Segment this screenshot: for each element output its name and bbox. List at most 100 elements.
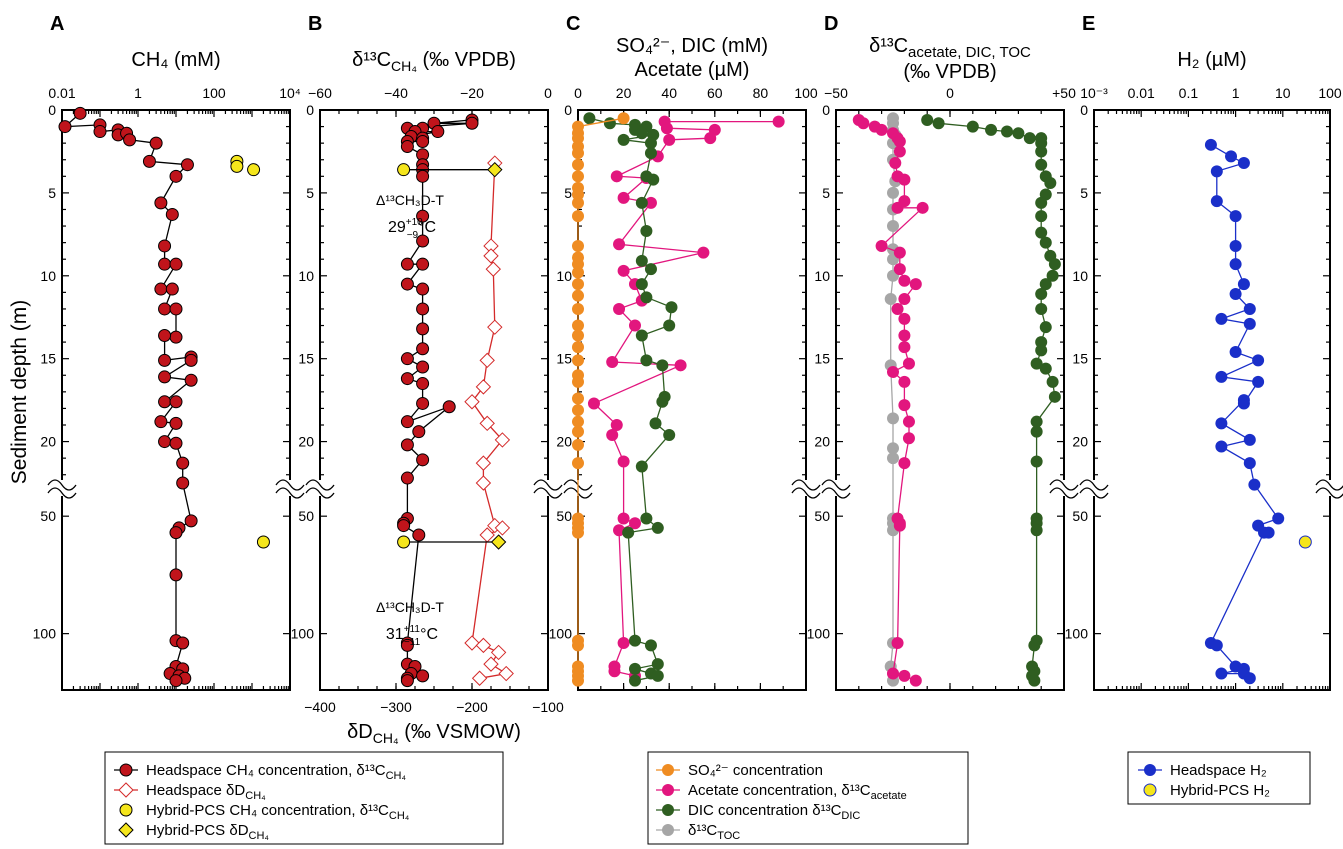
depth-tick-label: 50 bbox=[298, 508, 314, 524]
d13c-acetate-point bbox=[889, 157, 902, 170]
bottom-axis-title: δDCH₄ (‰ VSMOW) bbox=[347, 721, 521, 746]
d13c-dic-point bbox=[1035, 336, 1048, 349]
legend-subscript: acetate bbox=[871, 790, 907, 802]
h2-headspace-point bbox=[1237, 394, 1250, 407]
d13c-headspace-point bbox=[416, 360, 430, 374]
toc-line bbox=[890, 118, 896, 459]
toc-point bbox=[887, 442, 899, 455]
depth-tick-label: 50 bbox=[40, 508, 56, 524]
legend-text: Hybrid-PCS δD bbox=[146, 822, 249, 839]
d13c-acetate-point bbox=[893, 263, 906, 276]
so4-point bbox=[572, 415, 584, 428]
depth-tick-label: 15 bbox=[298, 351, 314, 367]
ch4-headspace-point bbox=[184, 514, 198, 528]
temp-upper-error: +11 bbox=[404, 624, 421, 635]
so4-point bbox=[617, 112, 630, 125]
depth-tick-label: 10 bbox=[298, 268, 314, 284]
ch4-headspace-point bbox=[176, 456, 190, 470]
ch4-headspace-point bbox=[142, 154, 156, 168]
ch4-headspace-point bbox=[158, 328, 172, 342]
d13c-dic-point bbox=[1030, 415, 1043, 428]
h2-headspace-point bbox=[1229, 239, 1242, 252]
temp-value: 31 bbox=[386, 626, 404, 643]
x-tick-label: +50 bbox=[1052, 85, 1076, 101]
panel-frame-lower bbox=[1093, 496, 1331, 691]
legend-text: Hybrid-PCS CH₄ concentration, δ¹³C bbox=[146, 802, 389, 819]
x-tick-label: −50 bbox=[824, 85, 848, 101]
legend-label: Hybrid-PCS CH₄ concentration, δ¹³CCH₄ bbox=[146, 802, 410, 822]
so4-point bbox=[572, 289, 584, 302]
ch4-headspace-point bbox=[169, 395, 183, 409]
d13c-headspace-point bbox=[416, 669, 430, 683]
legend-subscript: CH₄ bbox=[389, 810, 410, 822]
dic-point bbox=[644, 639, 657, 652]
axis-break-mark bbox=[275, 487, 305, 499]
d13c-acetate-point bbox=[893, 135, 906, 148]
ch4-headspace-point bbox=[158, 370, 172, 384]
depth-tick-label: 100 bbox=[807, 626, 831, 642]
legend-subscript: CH₄ bbox=[245, 790, 266, 802]
h2-headspace-point bbox=[1210, 639, 1223, 652]
d13c-dic-point bbox=[1023, 132, 1036, 145]
panel-c: 0 5 10 15 20 50 100 C SO₄²⁻, DIC (mM)Acetate (µM… bbox=[549, 13, 821, 691]
toc-point bbox=[887, 220, 899, 233]
dic-point bbox=[635, 329, 648, 342]
dic-point bbox=[640, 512, 653, 525]
depth-tick-label: 0 bbox=[306, 102, 314, 118]
legend-label: Headspace δDCH₄ bbox=[146, 782, 266, 802]
acetate-point bbox=[613, 524, 626, 537]
depth-tick-label: 100 bbox=[291, 626, 315, 642]
temp-value: 29 bbox=[388, 219, 406, 236]
toc-point bbox=[884, 293, 897, 305]
d13c-acetate-point bbox=[902, 415, 915, 428]
h2-headspace-point bbox=[1237, 278, 1250, 291]
dD-pcs-point bbox=[490, 534, 507, 550]
legend-marker bbox=[662, 804, 674, 816]
so4-point bbox=[572, 425, 584, 438]
d13c-acetate-point bbox=[898, 274, 911, 287]
acetate-point bbox=[610, 170, 623, 183]
panel-letter: A bbox=[50, 13, 64, 35]
ch4-headspace-point bbox=[158, 353, 172, 367]
legend-subscript: CH₄ bbox=[386, 770, 407, 782]
h2-headspace-point bbox=[1243, 457, 1256, 470]
d13c-headspace-point bbox=[400, 352, 414, 366]
ch4-headspace-point bbox=[149, 136, 163, 150]
so4-point bbox=[572, 639, 584, 652]
legend-text: Hybrid-PCS H₂ bbox=[1170, 782, 1270, 799]
d13c-headspace-point bbox=[400, 674, 414, 688]
legend-label: Hybrid-PCS δDCH₄ bbox=[146, 822, 269, 842]
legend-text: Headspace H₂ bbox=[1170, 762, 1267, 779]
legend-h2: Headspace H₂ Hybrid-PCS H₂ bbox=[1127, 751, 1311, 805]
legend-text: Headspace CH₄ concentration, δ¹³C bbox=[146, 762, 386, 779]
dD-headspace-point bbox=[479, 415, 495, 432]
legend-label: Headspace CH₄ concentration, δ¹³CCH₄ bbox=[146, 762, 406, 782]
so4-point bbox=[572, 526, 584, 539]
dic-point bbox=[640, 225, 653, 238]
depth-tick-label: 15 bbox=[814, 351, 830, 367]
so4-point bbox=[572, 258, 584, 271]
ch4-headspace-point bbox=[154, 415, 168, 429]
acetate-point bbox=[704, 132, 717, 145]
clumped-temperature: 29+10 −9°C bbox=[388, 217, 436, 241]
x-tick-label: 100 bbox=[1318, 85, 1342, 101]
dD-headspace-point bbox=[485, 261, 501, 277]
so4-point bbox=[572, 147, 584, 160]
panel-e: 0 5 10 15 20 50 100 E H₂ (µM) 10⁻³ 0.01 0.1 1 10 100 bbox=[1065, 13, 1343, 691]
x-tick-label: 0 bbox=[946, 85, 954, 101]
d13c-acetate-point bbox=[898, 399, 911, 412]
h2-headspace-point bbox=[1204, 138, 1217, 151]
axis-break-mark bbox=[305, 479, 335, 491]
d13c-headspace-point bbox=[416, 234, 430, 248]
panel-title: H₂ (µM) bbox=[1177, 49, 1246, 71]
temp-upper-error: +10 bbox=[406, 217, 423, 228]
ch4-headspace-point bbox=[184, 353, 198, 367]
legend-marker bbox=[118, 782, 134, 798]
legend-box bbox=[104, 751, 504, 845]
so4-point bbox=[572, 392, 584, 405]
dD-headspace-point bbox=[479, 352, 495, 369]
panel-title-line2: Acetate (µM) bbox=[635, 59, 750, 81]
acetate-point bbox=[608, 665, 621, 678]
panel-frame-lower bbox=[835, 496, 1065, 691]
